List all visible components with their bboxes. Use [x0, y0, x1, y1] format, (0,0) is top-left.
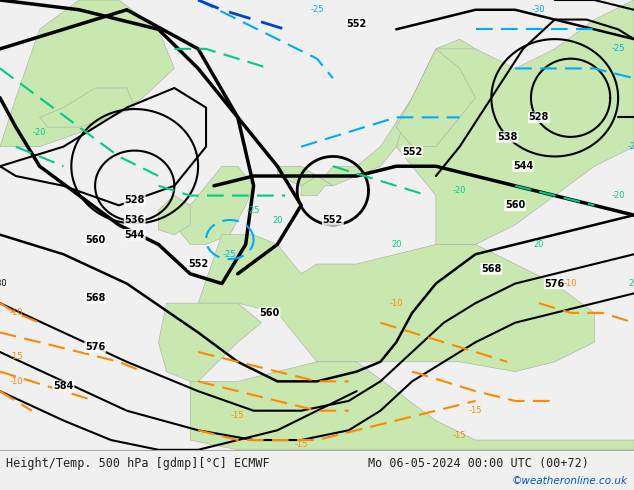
Text: ©weatheronline.co.uk: ©weatheronline.co.uk: [512, 476, 628, 486]
Text: 536: 536: [125, 215, 145, 225]
Text: 544: 544: [125, 230, 145, 240]
Polygon shape: [158, 196, 190, 235]
Text: -25: -25: [611, 45, 625, 53]
Text: -15: -15: [294, 441, 308, 449]
Text: -10: -10: [389, 298, 403, 308]
Text: -25: -25: [223, 250, 236, 259]
Polygon shape: [0, 0, 174, 147]
Text: 20: 20: [629, 279, 634, 288]
Polygon shape: [396, 49, 476, 147]
Text: -25: -25: [247, 206, 261, 215]
Text: 552: 552: [347, 20, 366, 29]
Text: -15: -15: [9, 352, 23, 362]
Polygon shape: [174, 166, 254, 245]
Text: -25: -25: [310, 5, 324, 14]
Text: 544: 544: [513, 161, 533, 171]
Polygon shape: [39, 88, 134, 127]
Text: 560: 560: [85, 235, 105, 245]
Text: -20: -20: [33, 127, 46, 137]
Polygon shape: [198, 235, 595, 371]
Polygon shape: [278, 39, 476, 186]
Text: -20: -20: [611, 191, 625, 200]
Text: 584: 584: [53, 381, 74, 391]
Text: 552: 552: [188, 259, 208, 269]
Text: -20: -20: [453, 186, 467, 195]
Text: -10: -10: [9, 377, 23, 386]
Text: 20: 20: [391, 240, 401, 249]
Text: -30: -30: [532, 5, 546, 14]
Text: Height/Temp. 500 hPa [gdmp][°C] ECMWF: Height/Temp. 500 hPa [gdmp][°C] ECMWF: [6, 457, 270, 470]
Text: 560: 560: [505, 200, 525, 210]
Text: 552: 552: [323, 215, 343, 225]
Text: 20: 20: [534, 240, 544, 249]
Text: 20: 20: [272, 216, 283, 224]
Text: -80: -80: [0, 279, 7, 288]
Text: 560: 560: [259, 308, 280, 318]
Text: 552: 552: [402, 147, 422, 157]
Text: -10: -10: [9, 308, 23, 318]
Polygon shape: [190, 362, 634, 450]
Text: 568: 568: [85, 293, 105, 303]
Text: Mo 06-05-2024 00:00 UTC (00+72): Mo 06-05-2024 00:00 UTC (00+72): [368, 457, 588, 470]
Text: -15: -15: [453, 431, 467, 440]
Polygon shape: [158, 303, 261, 381]
Text: 528: 528: [124, 196, 145, 205]
Text: -15: -15: [469, 406, 482, 415]
Text: -25: -25: [627, 142, 634, 151]
Text: 538: 538: [497, 132, 517, 142]
Text: -10: -10: [564, 279, 578, 288]
Text: 568: 568: [481, 264, 501, 274]
Text: -15: -15: [231, 411, 245, 420]
Text: 576: 576: [85, 342, 105, 352]
Polygon shape: [396, 0, 634, 245]
Text: 528: 528: [529, 112, 549, 122]
Text: 576: 576: [545, 279, 565, 289]
Polygon shape: [301, 176, 333, 196]
